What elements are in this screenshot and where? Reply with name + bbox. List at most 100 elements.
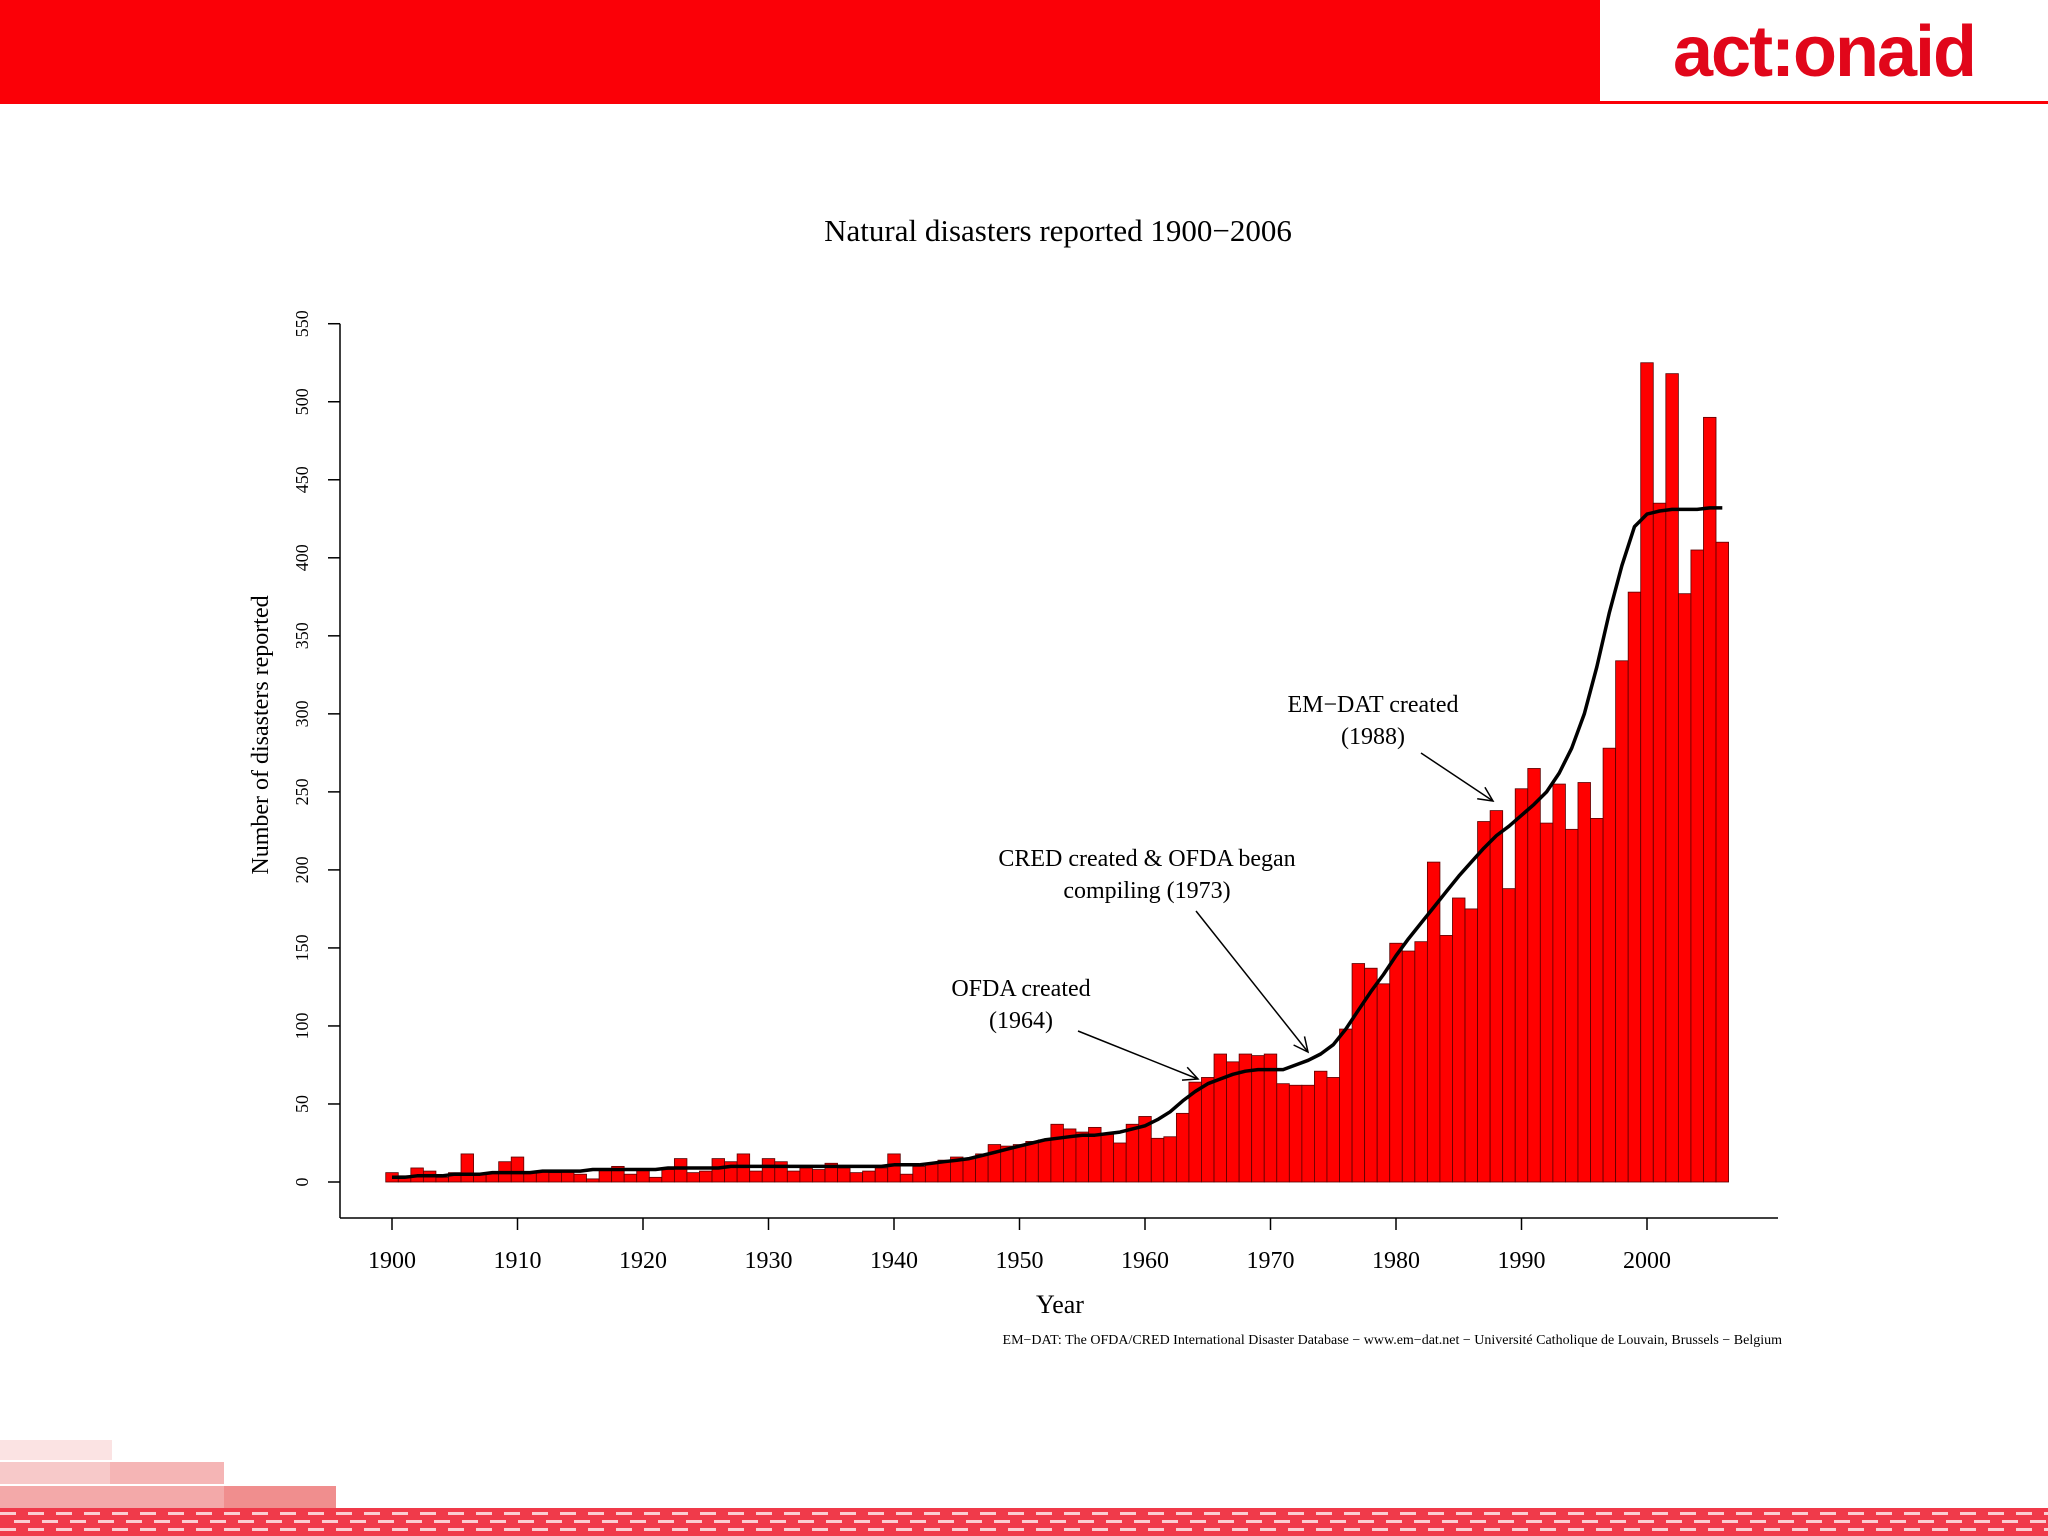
x-tick-label-1990: 1990 <box>1498 1248 1546 1274</box>
footer-stripe <box>336 1528 352 1531</box>
footer-stripe <box>476 1512 492 1515</box>
y-tick-label-550: 550 <box>292 310 312 337</box>
footer-stripe <box>798 1520 814 1523</box>
footer-stripe <box>1764 1528 1780 1531</box>
bar-1913 <box>548 1172 562 1183</box>
footer-stripe <box>784 1528 800 1531</box>
footer-stripe <box>840 1512 856 1515</box>
footer-stripe <box>1204 1512 1220 1515</box>
footer-stripe <box>770 1520 786 1523</box>
bar-1982 <box>1414 941 1428 1183</box>
bar-1995 <box>1577 782 1591 1183</box>
footer-stripe <box>1064 1512 1080 1515</box>
annotation-arrowhead-1988 <box>1477 786 1495 802</box>
footer-stripe <box>1330 1520 1346 1523</box>
footer-stripe <box>1582 1520 1598 1523</box>
footer-stripe <box>1666 1520 1682 1523</box>
footer-stripe <box>196 1512 212 1515</box>
footer-stripe <box>1596 1528 1612 1531</box>
y-tick-label-300: 300 <box>292 700 312 727</box>
footer-stripe <box>1932 1528 1948 1531</box>
footer-stripe <box>1834 1520 1850 1523</box>
footer-stripe <box>686 1520 702 1523</box>
footer-stripe <box>266 1520 282 1523</box>
footer-stripe <box>616 1512 632 1515</box>
footer-stripe <box>1610 1520 1626 1523</box>
footer-stripe <box>1736 1528 1752 1531</box>
footer-stripe <box>1512 1528 1528 1531</box>
annotation-text-1988-0: EM−DAT created <box>1287 692 1458 718</box>
bar-1991 <box>1527 768 1541 1183</box>
footer-stripe <box>2016 1512 2032 1515</box>
footer-stripe <box>910 1520 926 1523</box>
footer-stripe <box>1652 1512 1668 1515</box>
disasters-chart: Natural disasters reported 1900−2006 0 50… <box>248 213 1782 1348</box>
footer-stripe <box>476 1528 492 1531</box>
bar-1967 <box>1226 1061 1240 1183</box>
annotation-1988: EM−DAT created (1988) <box>1287 692 1495 802</box>
footer-stripe <box>28 1528 44 1531</box>
bar-1906 <box>460 1153 474 1183</box>
bar-1915 <box>573 1173 587 1183</box>
bar-1923 <box>673 1158 688 1183</box>
bar-1940 <box>887 1153 901 1183</box>
footer-stripe <box>168 1512 184 1515</box>
bar-1957 <box>1100 1133 1115 1183</box>
bar-1924 <box>686 1172 700 1183</box>
footer-stripe <box>1204 1528 1220 1531</box>
footer-stripe <box>28 1512 44 1515</box>
annotation-arrowhead-1973 <box>1293 1036 1310 1054</box>
footer-stripe <box>1512 1512 1528 1515</box>
annotation-1973: CRED created & OFDA began compiling (1973… <box>998 846 1310 1054</box>
footer-stripe <box>1148 1512 1164 1515</box>
footer-stripe <box>658 1520 674 1523</box>
footer-stripe <box>1960 1512 1976 1515</box>
bar-1998 <box>1615 660 1629 1183</box>
trend-line <box>392 506 1723 1180</box>
bar-1994 <box>1565 828 1579 1183</box>
footer-stripe <box>1372 1528 1388 1531</box>
bar-1943 <box>924 1162 939 1183</box>
footer-stripe <box>672 1512 688 1515</box>
footer-stripe <box>1400 1512 1416 1515</box>
footer-stripe <box>1036 1512 1052 1515</box>
footer-stripe <box>420 1512 436 1515</box>
bar-1979 <box>1376 983 1391 1183</box>
footer-stripe <box>882 1520 898 1523</box>
footer-stripe <box>560 1528 576 1531</box>
bar-1955 <box>1075 1131 1089 1183</box>
footer-stripe <box>700 1528 716 1531</box>
bar-1953 <box>1050 1123 1064 1183</box>
footer-stripe <box>1344 1528 1360 1531</box>
bar-1917 <box>598 1169 613 1183</box>
bar-1941 <box>899 1173 914 1183</box>
bar-2002 <box>1665 373 1679 1183</box>
footer-stripe <box>896 1528 912 1531</box>
footer-stripe <box>1386 1520 1402 1523</box>
footer-stripe <box>1162 1520 1178 1523</box>
y-axis-label: Number of disasters reported <box>248 595 274 874</box>
bar-2004 <box>1690 549 1704 1183</box>
footer-stripe <box>168 1528 184 1531</box>
annotation-arrowhead-1964 <box>1181 1066 1200 1081</box>
footer-stripe <box>2030 1520 2046 1523</box>
bar-1904 <box>435 1176 449 1183</box>
bar-1984 <box>1439 935 1453 1183</box>
chart-title: Natural disasters reported 1900−2006 <box>824 213 1292 248</box>
footer-stripe <box>392 1512 408 1515</box>
footer-stripe <box>2044 1512 2048 1515</box>
footer-stripe <box>322 1520 338 1523</box>
footer-stripe <box>1694 1520 1710 1523</box>
footer-stripe <box>112 1528 128 1531</box>
footer-block-0 <box>0 1440 112 1460</box>
footer-stripe <box>1176 1512 1192 1515</box>
footer-stripe <box>1092 1512 1108 1515</box>
x-tick-label-1900: 1900 <box>368 1248 416 1274</box>
footer-stripe <box>1260 1528 1276 1531</box>
bar-1975 <box>1326 1077 1340 1183</box>
footer-stripe <box>1526 1520 1542 1523</box>
bar-2001 <box>1652 502 1667 1183</box>
footer-stripe <box>1624 1528 1640 1531</box>
footer-stripe <box>140 1512 156 1515</box>
footer-stripe <box>1638 1520 1654 1523</box>
